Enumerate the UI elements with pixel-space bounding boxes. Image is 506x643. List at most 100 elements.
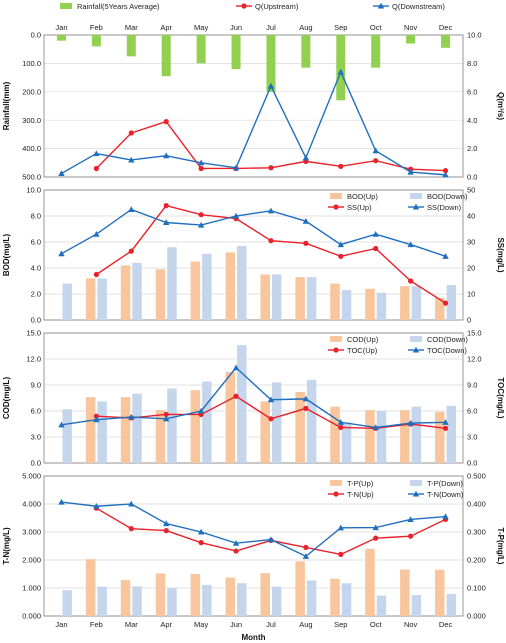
point-SS(Down) — [232, 212, 240, 219]
bar-T-P(Up) — [155, 573, 166, 616]
legend-swatch — [410, 336, 422, 342]
bar-Rainfall(5Years Average) — [266, 35, 276, 92]
bar-BOD(Up) — [260, 274, 270, 320]
bar-T-P(Down) — [446, 593, 457, 616]
left-tick-label: 2.000 — [22, 556, 41, 565]
point-TOC(Down) — [442, 419, 449, 425]
right-tick-label: 0 — [467, 316, 471, 325]
bar-BOD(Down) — [97, 278, 107, 320]
month-label: Jul — [266, 620, 276, 629]
bar-T-P(Up) — [190, 574, 201, 616]
bar-T-P(Down) — [97, 586, 107, 616]
bar-COD(Up) — [120, 397, 131, 463]
left-tick-label: 4.000 — [22, 500, 41, 509]
bar-Rainfall(5Years Average) — [161, 35, 171, 77]
line-SS(Down) — [61, 208, 446, 257]
point-Q(Downstream) — [93, 150, 100, 157]
point-T-N(Down) — [197, 528, 205, 535]
month-label: Apr — [160, 620, 172, 629]
month-label: Jun — [230, 23, 242, 32]
left-tick-label: 9.0 — [31, 381, 41, 390]
point-Q(Downstream) — [442, 171, 449, 178]
month-label: Oct — [370, 23, 383, 32]
legend-label: SS(Up) — [347, 203, 372, 212]
point-T-N(Down) — [232, 540, 240, 546]
bar-Rainfall(5Years Average) — [196, 35, 206, 64]
point-T-N(Down) — [302, 553, 310, 559]
legend-label: TOC(Up) — [347, 346, 378, 355]
left-tick-label: 400.0 — [22, 144, 41, 153]
point-SS(Up) — [373, 245, 379, 252]
right-tick-label: 20 — [467, 264, 475, 273]
point-TOC(Down) — [93, 416, 100, 423]
point-T-N(Down) — [58, 498, 65, 505]
bar-COD(Down) — [202, 381, 212, 463]
bar-T-P(Down) — [271, 586, 282, 616]
left-tick-label: 6.0 — [31, 407, 41, 416]
bar-COD(Down) — [62, 409, 72, 463]
right-tick-label: 40 — [467, 212, 475, 221]
panel-3: 0.0 3.0 6.0 9.0 12.0 15.0 0.0 3.0 6.0 9.0 12.0 15.0… — [2, 329, 505, 468]
bar-COD(Up) — [85, 397, 96, 463]
bar-T-P(Up) — [330, 578, 340, 616]
bar-BOD(Down) — [202, 253, 212, 320]
left-tick-label: 200.0 — [22, 87, 41, 96]
left-tick-label: 0.0 — [31, 459, 41, 468]
point-TOC(Down) — [232, 364, 240, 371]
line-SS(Up) — [95, 204, 446, 304]
left-axis-label: T-N(mg/L) — [2, 527, 11, 565]
month-label: Sep — [334, 620, 347, 629]
month-label: Jul — [266, 23, 276, 32]
month-label: Jan — [55, 620, 67, 629]
point-Q(Downstream) — [232, 164, 240, 171]
panel-1: 0.0 100.0 200.0 300.0 400.0 500.0 0.0 2.0 4.0 6.0… — [2, 2, 505, 182]
point-TOC(Up) — [268, 416, 274, 422]
left-tick-label: 8.0 — [31, 212, 41, 221]
right-tick-label: 3.0 — [467, 433, 477, 442]
left-tick-label: 1.000 — [22, 584, 41, 593]
point-Q(Downstream) — [58, 170, 65, 177]
bar-BOD(Up) — [120, 265, 131, 320]
legend-marker — [333, 491, 339, 497]
legend-swatch — [330, 480, 342, 486]
point-SS(Down) — [163, 219, 170, 226]
bar-T-P(Up) — [365, 548, 375, 616]
point-T-N(Down) — [407, 516, 414, 522]
legend: T-P(Up) T-P(Down) T-N(Up) T-N(Down) — [328, 479, 464, 499]
line-T-N(Up) — [96, 507, 446, 556]
bar-Rainfall(5Years Average) — [126, 35, 136, 57]
point-TOC(Down) — [197, 407, 205, 414]
panel-2: 0.0 2.0 4.0 6.0 8.0 10.0 0 10 20 30 40 50 BOD(mg/L) S… — [2, 186, 505, 325]
legend-label: T-N(Up) — [347, 490, 374, 499]
right-tick-label: 0.0 — [467, 173, 477, 182]
point-Q(Downstream) — [128, 156, 135, 163]
legend-marker — [412, 490, 420, 497]
right-tick-label: 0.100 — [467, 584, 486, 593]
legend-marker — [333, 204, 339, 210]
bar-BOD(Down) — [271, 274, 282, 320]
plot-frame — [43, 332, 464, 464]
bar-T-P(Down) — [237, 583, 247, 616]
left-tick-label: 0.0 — [31, 316, 41, 325]
legend-label: BOD(Down) — [427, 192, 468, 201]
point-T-N(Up) — [338, 551, 344, 558]
right-tick-label: 0.000 — [467, 612, 486, 621]
legend-label: Rainfall(5Years Average) — [77, 2, 160, 11]
bar-T-P(Down) — [167, 588, 177, 616]
left-tick-label: 12.0 — [26, 355, 41, 364]
point-TOC(Up) — [163, 411, 169, 418]
bar-T-P(Up) — [225, 577, 236, 616]
month-label: Jun — [230, 620, 242, 629]
point-TOC(Up) — [338, 424, 344, 431]
bar-BOD(Down) — [62, 283, 72, 320]
bar-BOD(Down) — [376, 292, 387, 320]
bar-BOD(Down) — [167, 247, 177, 320]
point-TOC(Down) — [337, 419, 344, 425]
bar-COD(Up) — [260, 401, 270, 463]
bar-T-P(Down) — [62, 590, 72, 616]
point-SS(Up) — [128, 248, 134, 254]
bar-COD(Down) — [271, 382, 282, 463]
bar-Rainfall(5Years Average) — [336, 35, 346, 101]
bar-BOD(Down) — [341, 290, 352, 320]
